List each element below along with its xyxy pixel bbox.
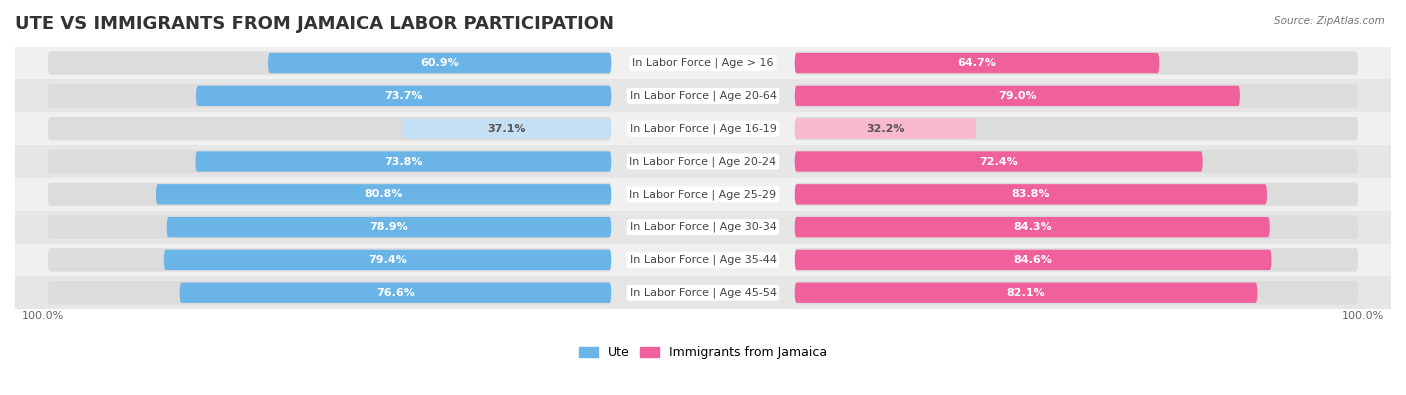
FancyBboxPatch shape — [794, 250, 1271, 270]
Text: 82.1%: 82.1% — [1007, 288, 1046, 298]
Text: 79.4%: 79.4% — [368, 255, 406, 265]
Text: In Labor Force | Age 16-19: In Labor Force | Age 16-19 — [630, 124, 776, 134]
Text: 84.6%: 84.6% — [1014, 255, 1053, 265]
Text: 76.6%: 76.6% — [375, 288, 415, 298]
FancyBboxPatch shape — [48, 150, 612, 173]
FancyBboxPatch shape — [48, 182, 612, 206]
FancyBboxPatch shape — [195, 86, 612, 106]
Text: In Labor Force | Age > 16: In Labor Force | Age > 16 — [633, 58, 773, 68]
Bar — [15, 276, 1391, 309]
Text: 72.4%: 72.4% — [980, 156, 1018, 167]
FancyBboxPatch shape — [167, 217, 612, 237]
FancyBboxPatch shape — [269, 53, 612, 73]
Text: 100.0%: 100.0% — [21, 311, 63, 321]
FancyBboxPatch shape — [794, 118, 976, 139]
Bar — [15, 211, 1391, 244]
FancyBboxPatch shape — [794, 53, 1160, 73]
Text: 73.8%: 73.8% — [384, 156, 423, 167]
Text: UTE VS IMMIGRANTS FROM JAMAICA LABOR PARTICIPATION: UTE VS IMMIGRANTS FROM JAMAICA LABOR PAR… — [15, 15, 614, 33]
FancyBboxPatch shape — [794, 215, 1358, 239]
FancyBboxPatch shape — [794, 282, 1257, 303]
FancyBboxPatch shape — [794, 117, 1358, 140]
FancyBboxPatch shape — [794, 51, 1358, 75]
Legend: Ute, Immigrants from Jamaica: Ute, Immigrants from Jamaica — [579, 346, 827, 359]
Text: 80.8%: 80.8% — [364, 189, 404, 199]
Bar — [15, 244, 1391, 276]
FancyBboxPatch shape — [794, 86, 1240, 106]
FancyBboxPatch shape — [794, 248, 1358, 272]
Bar — [15, 79, 1391, 112]
Text: 100.0%: 100.0% — [1343, 311, 1385, 321]
FancyBboxPatch shape — [48, 51, 612, 75]
FancyBboxPatch shape — [794, 151, 1202, 172]
FancyBboxPatch shape — [794, 84, 1358, 107]
FancyBboxPatch shape — [165, 250, 612, 270]
FancyBboxPatch shape — [794, 184, 1267, 205]
Text: 78.9%: 78.9% — [370, 222, 408, 232]
Text: 73.7%: 73.7% — [384, 91, 423, 101]
Bar — [15, 178, 1391, 211]
FancyBboxPatch shape — [180, 282, 612, 303]
Text: In Labor Force | Age 30-34: In Labor Force | Age 30-34 — [630, 222, 776, 232]
FancyBboxPatch shape — [402, 118, 612, 139]
Text: In Labor Force | Age 20-24: In Labor Force | Age 20-24 — [630, 156, 776, 167]
FancyBboxPatch shape — [48, 281, 612, 305]
FancyBboxPatch shape — [195, 151, 612, 172]
FancyBboxPatch shape — [48, 84, 612, 107]
Text: In Labor Force | Age 25-29: In Labor Force | Age 25-29 — [630, 189, 776, 199]
Text: 37.1%: 37.1% — [488, 124, 526, 134]
FancyBboxPatch shape — [48, 215, 612, 239]
Bar — [15, 112, 1391, 145]
Text: 79.0%: 79.0% — [998, 91, 1036, 101]
Text: In Labor Force | Age 20-64: In Labor Force | Age 20-64 — [630, 90, 776, 101]
FancyBboxPatch shape — [794, 217, 1270, 237]
Bar — [15, 47, 1391, 79]
FancyBboxPatch shape — [48, 117, 612, 140]
FancyBboxPatch shape — [156, 184, 612, 205]
FancyBboxPatch shape — [48, 248, 612, 272]
Bar — [15, 145, 1391, 178]
Text: 84.3%: 84.3% — [1012, 222, 1052, 232]
FancyBboxPatch shape — [794, 150, 1358, 173]
Text: 60.9%: 60.9% — [420, 58, 458, 68]
FancyBboxPatch shape — [794, 182, 1358, 206]
Text: In Labor Force | Age 45-54: In Labor Force | Age 45-54 — [630, 288, 776, 298]
Text: 64.7%: 64.7% — [957, 58, 997, 68]
FancyBboxPatch shape — [794, 281, 1358, 305]
Text: In Labor Force | Age 35-44: In Labor Force | Age 35-44 — [630, 255, 776, 265]
Text: 83.8%: 83.8% — [1011, 189, 1050, 199]
Text: 32.2%: 32.2% — [866, 124, 904, 134]
Text: Source: ZipAtlas.com: Source: ZipAtlas.com — [1274, 16, 1385, 26]
